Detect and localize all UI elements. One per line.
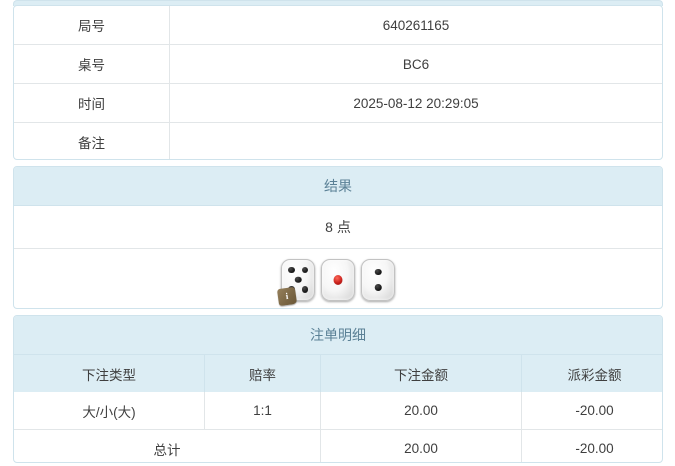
info-label-remark: 备注 xyxy=(14,122,170,159)
dice-row: i xyxy=(14,249,662,308)
round-info-table: 局号 640261165 桌号 BC6 时间 2025-08-12 20:29:… xyxy=(14,6,662,159)
top-panel-strip xyxy=(13,0,663,6)
column-header-odds: 赔率 xyxy=(204,355,321,392)
result-points-value: 8 点 xyxy=(14,206,662,249)
die-pip xyxy=(333,274,343,285)
table-row: 备注 xyxy=(14,122,662,159)
die-pip xyxy=(374,284,382,291)
bet-detail-table: 下注类型 赔率 下注金额 派彩金额 大/小(大) 1:1 20.00 -20.0… xyxy=(14,355,662,462)
info-value-round-no: 640261165 xyxy=(169,6,662,45)
cell-payout: -20.00 xyxy=(521,392,662,430)
info-label-time: 时间 xyxy=(14,83,170,123)
cell-bet-amount: 20.00 xyxy=(320,392,522,430)
die-pip xyxy=(301,266,308,273)
table-row: 局号 640261165 xyxy=(14,6,662,45)
info-value-table-no: BC6 xyxy=(169,44,662,84)
column-header-payout: 派彩金额 xyxy=(521,355,662,392)
die-pip xyxy=(374,268,382,275)
table-total-row: 总计 20.00 -20.00 xyxy=(14,429,662,462)
die-3 xyxy=(361,258,395,301)
cell-total-amount: 20.00 xyxy=(320,429,522,462)
column-header-bet-amount: 下注金额 xyxy=(320,355,522,392)
die-pip xyxy=(301,286,308,293)
result-section-title: 结果 xyxy=(14,167,662,206)
cell-odds: 1:1 xyxy=(204,392,321,430)
column-header-bet-type: 下注类型 xyxy=(14,355,205,392)
table-header-row: 下注类型 赔率 下注金额 派彩金额 xyxy=(14,355,662,392)
die-pip xyxy=(288,266,295,273)
cell-total-payout: -20.00 xyxy=(521,429,662,462)
info-value-remark xyxy=(169,122,662,159)
cell-bet-type: 大/小(大) xyxy=(14,392,205,430)
die-1: i xyxy=(276,258,315,306)
info-label-round-no: 局号 xyxy=(14,6,170,45)
bet-detail-card: 注单明细 下注类型 赔率 下注金额 派彩金额 大/小(大) 1:1 20.00 … xyxy=(13,315,663,463)
bet-detail-section-title: 注单明细 xyxy=(14,316,662,355)
table-row: 大/小(大) 1:1 20.00 -20.00 xyxy=(14,392,662,430)
die-pip xyxy=(294,276,302,283)
die-2 xyxy=(321,258,355,301)
table-row: 时间 2025-08-12 20:29:05 xyxy=(14,83,662,123)
info-badge-icon[interactable]: i xyxy=(276,286,298,306)
info-value-time: 2025-08-12 20:29:05 xyxy=(169,83,662,123)
info-label-table-no: 桌号 xyxy=(14,44,170,84)
cell-total-label: 总计 xyxy=(14,429,321,462)
round-info-card: 局号 640261165 桌号 BC6 时间 2025-08-12 20:29:… xyxy=(13,5,663,160)
result-card: 结果 8 点 i xyxy=(13,166,663,309)
table-row: 桌号 BC6 xyxy=(14,44,662,84)
